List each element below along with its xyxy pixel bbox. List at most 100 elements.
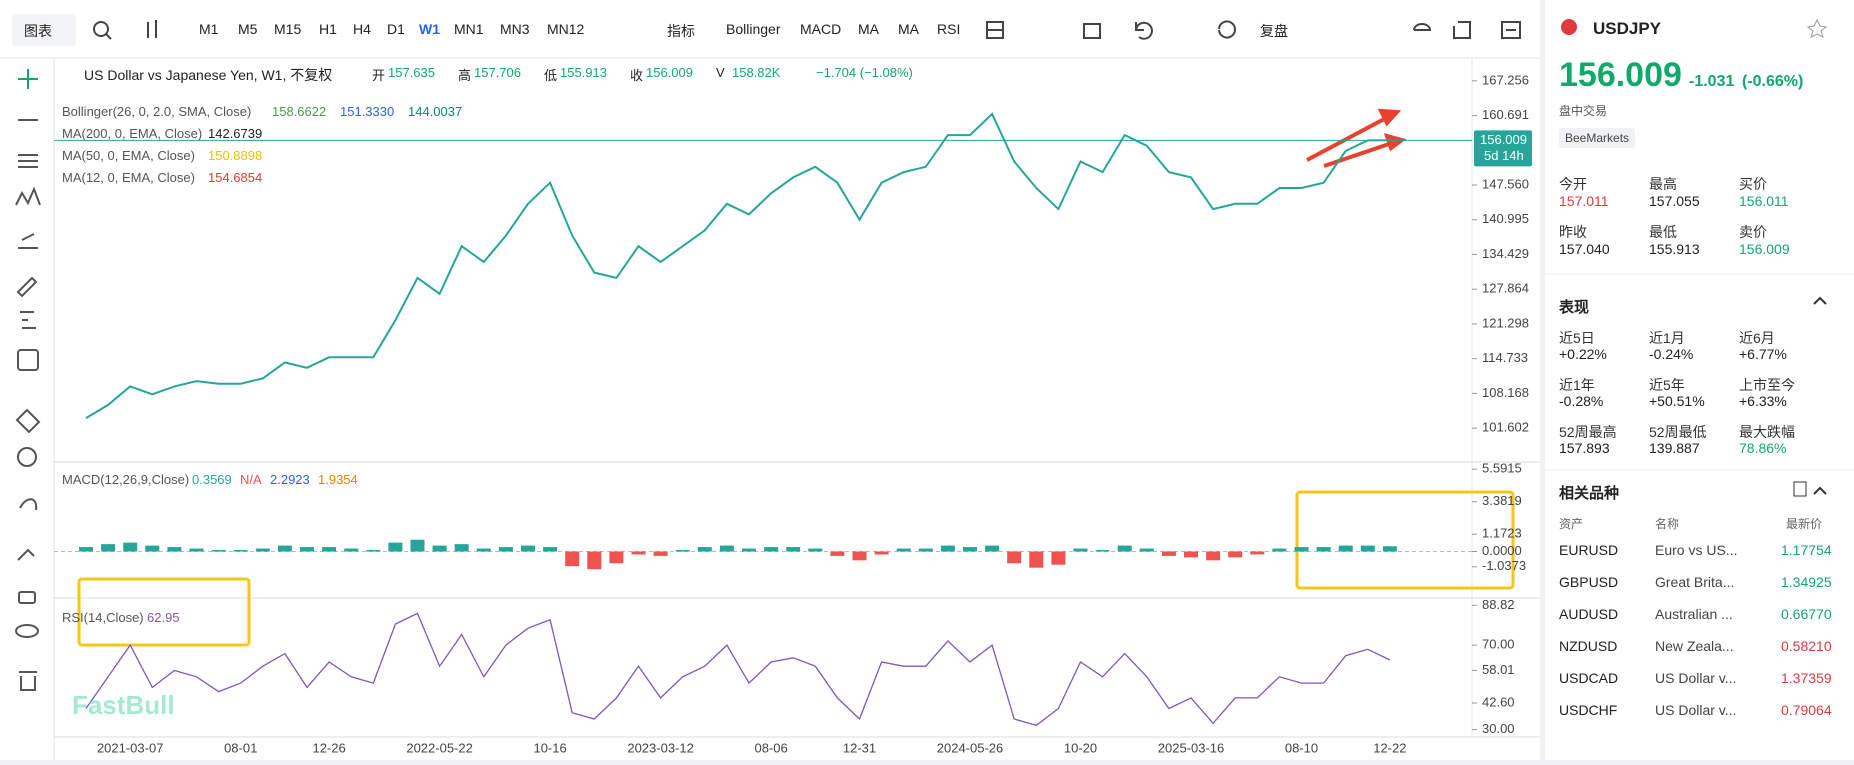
price-line: [85, 112, 1390, 419]
indicator-value: 144.0037: [408, 104, 463, 119]
x-tick-label: 08-10: [1285, 740, 1318, 755]
histogram-bar: [277, 545, 292, 552]
replay-button[interactable]: 复盘: [1260, 23, 1288, 39]
related-price[interactable]: 0.66770: [1781, 606, 1832, 622]
related-symbol[interactable]: NZDUSD: [1559, 638, 1618, 654]
histogram-bar: [1382, 546, 1397, 552]
related-symbol[interactable]: AUDUSD: [1559, 606, 1619, 622]
histogram-bar: [1250, 551, 1265, 555]
related-price[interactable]: 0.58210: [1781, 638, 1832, 654]
stat-label: 最高: [1649, 176, 1677, 192]
indicator-menu[interactable]: 指标: [667, 23, 695, 39]
related-price[interactable]: 1.37359: [1781, 670, 1832, 686]
interval-button[interactable]: MN12: [547, 21, 585, 37]
indicator-name: MA(200, 0, EMA, Close): [62, 126, 203, 141]
histogram-bar: [1360, 545, 1375, 552]
broker: BeeMarkets: [1559, 128, 1636, 148]
related-name[interactable]: New Zeala...: [1655, 638, 1734, 654]
related-name[interactable]: Euro vs US...: [1655, 542, 1738, 558]
collapse-icon[interactable]: [1813, 486, 1827, 495]
y-tick-label: 42.60: [1482, 694, 1515, 709]
related-price[interactable]: 1.17754: [1781, 542, 1832, 558]
macd-value: 2.2923: [270, 472, 310, 487]
perf-value: -0.24%: [1649, 346, 1694, 362]
related-price[interactable]: 0.79064: [1781, 702, 1832, 718]
perf-label: 近5日: [1559, 330, 1595, 346]
interval-button[interactable]: H4: [353, 21, 371, 37]
histogram-bar: [123, 542, 138, 552]
related-name[interactable]: Great Brita...: [1655, 574, 1735, 590]
y-tick-label: 0.0000: [1482, 543, 1522, 558]
left-tools[interactable]: [15, 69, 41, 691]
indicator-button[interactable]: MACD: [800, 21, 842, 37]
indicator-name: Bollinger(26, 0, 2.0, SMA, Close): [62, 104, 252, 119]
collapse-icon[interactable]: [1813, 296, 1827, 305]
interval-button[interactable]: M15: [274, 21, 302, 37]
histogram-bar: [675, 550, 690, 552]
histogram-bar: [1294, 547, 1309, 552]
histogram-bar: [454, 544, 469, 552]
related-name[interactable]: US Dollar v...: [1655, 670, 1737, 686]
macd-legend: MACD(12,26,9,Close): [62, 472, 190, 487]
y-tick-label: 30.00: [1482, 721, 1515, 736]
chart-menu[interactable]: 图表: [24, 23, 52, 39]
stat-value: 155.913: [1649, 241, 1700, 257]
y-tick-label: 134.429: [1482, 246, 1529, 261]
histogram-bar: [233, 550, 248, 552]
related-name[interactable]: Australian ...: [1655, 606, 1733, 622]
toolbar-icons[interactable]: [93, 20, 1521, 40]
histogram-bar: [852, 551, 867, 561]
related-symbol[interactable]: EURUSD: [1559, 542, 1619, 558]
histogram-bar: [786, 547, 801, 552]
x-tick-label: 2021-03-07: [97, 740, 164, 755]
histogram-bar: [1117, 545, 1132, 552]
histogram-bar: [764, 547, 779, 552]
interval-button[interactable]: H1: [319, 21, 337, 37]
interval-button[interactable]: D1: [387, 21, 405, 37]
indicator-button[interactable]: MA: [858, 21, 879, 37]
stat-label: 卖价: [1739, 224, 1767, 240]
histogram-bar: [565, 551, 580, 567]
indicator-button[interactable]: MA: [898, 21, 919, 37]
related-price[interactable]: 1.34925: [1781, 574, 1832, 590]
histogram-bar: [300, 547, 314, 552]
interval-button[interactable]: W1: [419, 21, 440, 37]
symbol: USDJPY: [1593, 19, 1662, 38]
interval-button[interactable]: MN3: [500, 21, 530, 37]
related-name[interactable]: US Dollar v...: [1655, 702, 1737, 718]
ohlc-value: 157.635: [388, 65, 435, 80]
interval-button[interactable]: M5: [238, 21, 258, 37]
stat-value: 156.011: [1739, 193, 1789, 209]
indicator-button[interactable]: Bollinger: [726, 21, 781, 37]
histogram-bar: [1272, 548, 1287, 552]
interval-button[interactable]: M1: [199, 21, 219, 37]
histogram-bar: [1095, 550, 1110, 552]
histogram-bar: [498, 547, 513, 552]
stat-value: 157.040: [1559, 241, 1610, 257]
indicator-button[interactable]: RSI: [937, 21, 961, 37]
star-icon[interactable]: [1806, 18, 1828, 38]
indicator-value: 158.6622: [272, 104, 327, 119]
histogram-bar: [543, 547, 558, 552]
menu-button[interactable]: [12, 14, 76, 46]
related-symbol[interactable]: USDCAD: [1559, 670, 1619, 686]
related-symbol[interactable]: USDCHF: [1559, 702, 1618, 718]
histogram-bar: [366, 550, 381, 552]
highlight-box: [77, 577, 251, 647]
histogram-bar: [631, 551, 646, 555]
perf-value: 157.893: [1559, 440, 1610, 456]
interval-button[interactable]: MN1: [454, 21, 484, 37]
stat-value: 157.011: [1559, 193, 1609, 209]
x-tick-label: 2024-05-26: [937, 740, 1004, 755]
indicator-value: 150.8898: [208, 148, 263, 163]
list-icon[interactable]: [1793, 481, 1807, 497]
histogram-bar: [874, 551, 889, 555]
histogram-bar: [79, 547, 93, 552]
related-symbol[interactable]: GBPUSD: [1559, 574, 1619, 590]
histogram-bar: [742, 548, 756, 552]
ohlc-label: 收: [630, 68, 644, 83]
histogram-bar: [189, 548, 204, 552]
last-price: 156.009: [1559, 56, 1682, 94]
indicator-name: MA(12, 0, EMA, Close): [62, 170, 195, 185]
quote-panel: USDJPY 156.009 -1.031 (-0.66%) 盘中交易 BeeMarket…: [1545, 0, 1854, 760]
